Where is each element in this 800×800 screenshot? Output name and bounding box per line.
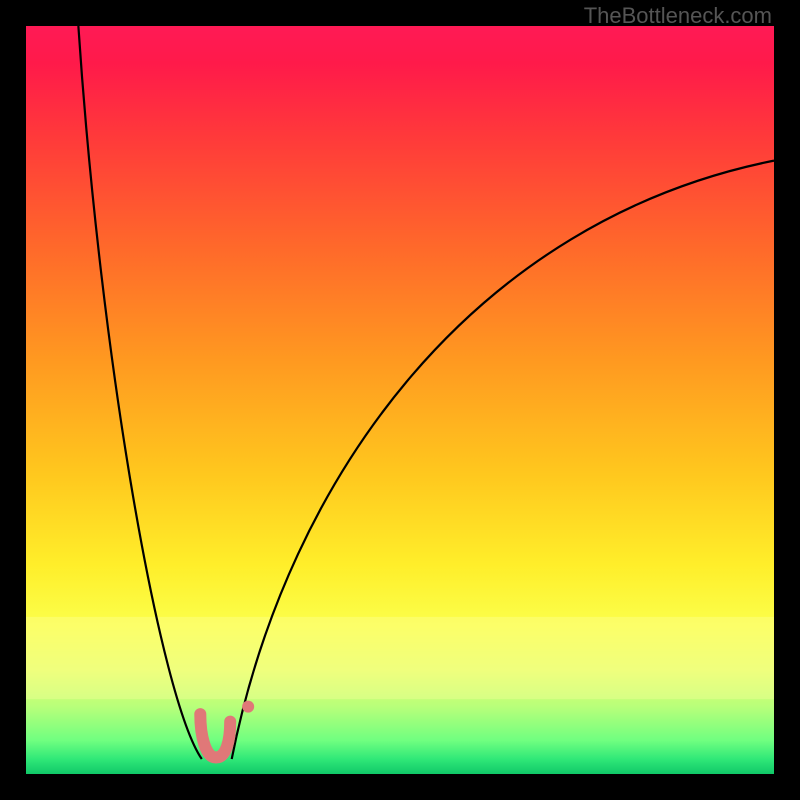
chart-stage: TheBottleneck.com	[0, 0, 800, 800]
highlight-band	[26, 617, 774, 699]
recommended-dot	[242, 701, 254, 713]
watermark-text: TheBottleneck.com	[584, 3, 772, 29]
chart-svg	[0, 0, 800, 800]
